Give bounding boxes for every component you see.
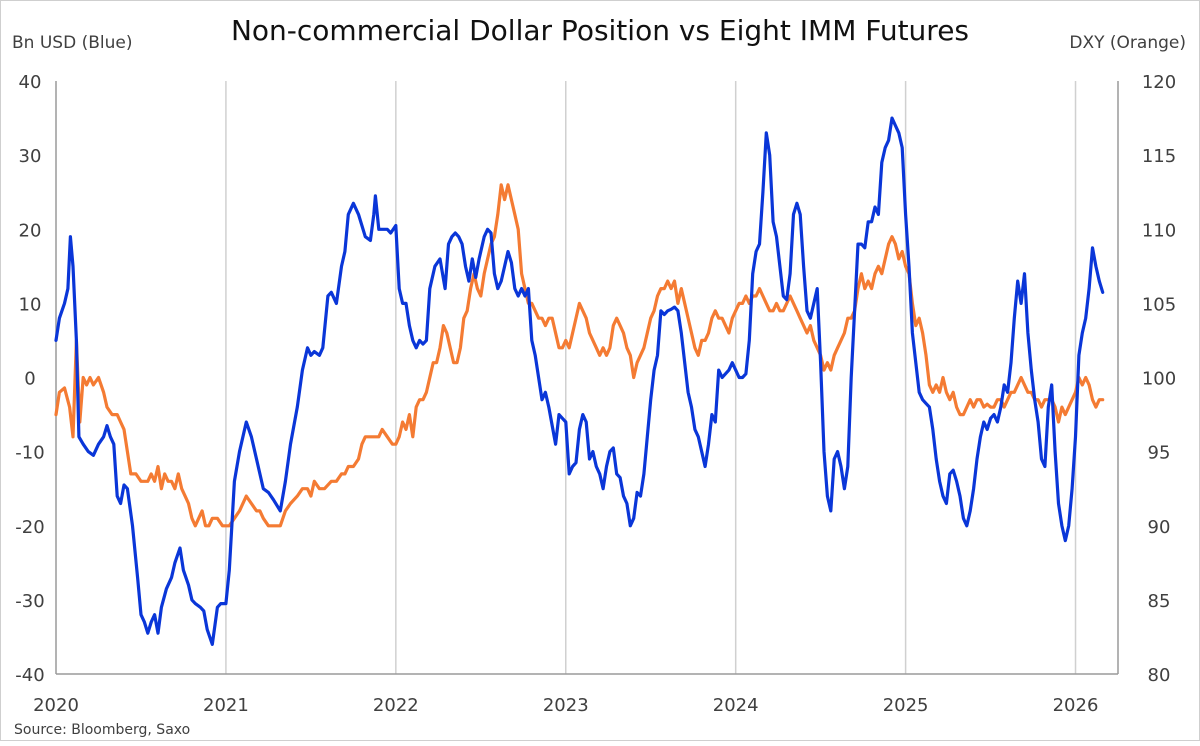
vertical-gridlines: [225, 81, 1077, 674]
left-tick-label: 40: [19, 72, 42, 93]
left-tick-label: 30: [19, 146, 42, 167]
right-tick-label: 90: [1148, 517, 1171, 538]
left-axis-label: Bn USD (Blue): [12, 33, 132, 53]
x-tick-label: 2022: [373, 695, 419, 716]
right-axis-label: DXY (Orange): [1069, 33, 1186, 53]
x-tick-label: 2023: [543, 695, 589, 716]
x-tick-label: 2020: [33, 695, 79, 716]
left-tick-label: 20: [19, 220, 42, 241]
right-tick-label: 120: [1142, 72, 1176, 93]
right-tick-label: 105: [1142, 294, 1176, 315]
left-tick-label: 10: [19, 294, 42, 315]
right-tick-label: 100: [1142, 369, 1176, 390]
left-tick-label: -10: [15, 443, 44, 464]
right-tick-label: 95: [1148, 443, 1171, 464]
right-tick-label: 80: [1148, 665, 1171, 686]
orange-series-line: [54, 183, 1105, 528]
series-lines: [54, 116, 1105, 647]
right-tick-label: 115: [1142, 146, 1176, 167]
source-note: Source: Bloomberg, Saxo: [14, 722, 190, 738]
x-tick-label: 2025: [883, 695, 929, 716]
left-tick-label: -30: [15, 591, 44, 612]
right-tick-label: 85: [1148, 591, 1171, 612]
left-tick-labels: 40 30 20 10 0 -10 -20 -30 -40: [15, 72, 44, 686]
x-tick-label: 2024: [713, 695, 759, 716]
right-tick-label: 110: [1142, 220, 1176, 241]
left-tick-label: -40: [15, 665, 44, 686]
x-tick-label: 2021: [203, 695, 249, 716]
left-tick-label: 0: [24, 369, 35, 390]
right-tick-labels: 120 115 110 105 100 95 90 85 80: [1142, 72, 1176, 686]
x-tick-labels: 2020 2021 2022 2023 2024 2025 2026: [33, 695, 1098, 716]
blue-series-line: [54, 116, 1105, 647]
chart-title: Non-commercial Dollar Position vs Eight …: [231, 14, 969, 47]
axes: [55, 81, 1119, 675]
left-tick-label: -20: [15, 517, 44, 538]
x-tick-label: 2026: [1053, 695, 1099, 716]
